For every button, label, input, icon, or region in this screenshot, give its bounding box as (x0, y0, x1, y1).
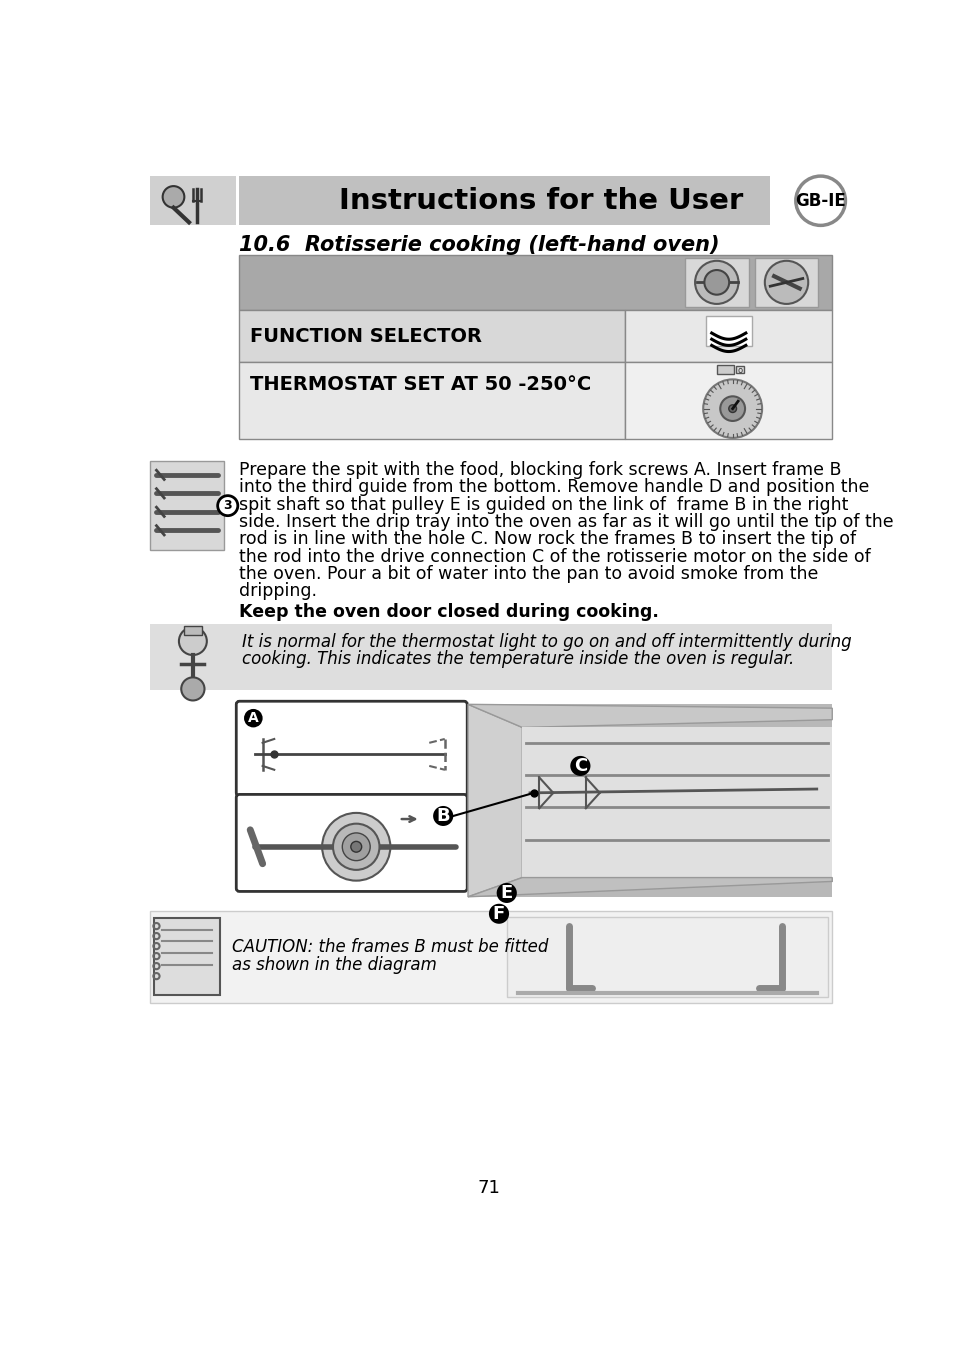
Bar (735, 365, 742, 373)
Polygon shape (468, 704, 521, 896)
Circle shape (764, 261, 807, 304)
Circle shape (217, 496, 237, 515)
Text: It is normal for the thermostat light to go on and off intermittently during: It is normal for the thermostat light to… (241, 634, 850, 652)
Circle shape (795, 176, 844, 226)
Bar (239, 362, 624, 439)
Circle shape (244, 708, 262, 727)
Text: 10.6  Rotisserie cooking (left-hand oven): 10.6 Rotisserie cooking (left-hand oven) (239, 235, 720, 254)
Circle shape (342, 833, 370, 861)
Text: cooking. This indicates the temperature inside the oven is regular.: cooking. This indicates the temperature … (241, 650, 793, 668)
Text: Prepare the spit with the food, blocking fork screws A. Insert frame B: Prepare the spit with the food, blocking… (239, 461, 841, 479)
Text: FUNCTION SELECTOR: FUNCTION SELECTOR (250, 327, 481, 346)
Text: GB-IE: GB-IE (795, 192, 845, 210)
Text: C: C (573, 757, 586, 775)
Text: the rod into the drive connection C of the rotisserie motor on the side of: the rod into the drive connection C of t… (239, 548, 870, 565)
Circle shape (488, 903, 509, 923)
Bar (150, 625, 831, 691)
Bar (624, 310, 831, 362)
Bar (239, 176, 769, 226)
Text: F: F (493, 904, 504, 923)
Text: dripping.: dripping. (239, 583, 317, 600)
Circle shape (322, 813, 390, 880)
Text: as shown in the diagram: as shown in the diagram (232, 956, 436, 973)
Circle shape (433, 806, 453, 826)
Bar (150, 911, 831, 1003)
Bar (506, 917, 827, 996)
Text: E: E (500, 884, 513, 902)
Bar (150, 461, 224, 549)
Circle shape (702, 380, 761, 438)
Text: into the third guide from the bottom. Remove handle D and position the: into the third guide from the bottom. Re… (239, 479, 869, 496)
Bar (717, 365, 734, 375)
Circle shape (570, 756, 590, 776)
Bar (239, 310, 624, 362)
Bar (239, 254, 831, 310)
Text: rod is in line with the hole C. Now rock the frames B to insert the tip of: rod is in line with the hole C. Now rock… (239, 530, 856, 549)
Circle shape (720, 396, 744, 420)
Bar (624, 362, 831, 439)
Circle shape (703, 270, 728, 295)
Polygon shape (468, 704, 831, 727)
Text: o: o (737, 365, 741, 375)
Bar (150, 176, 236, 226)
Bar (150, 625, 235, 691)
Text: the oven. Pour a bit of water into the pan to avoid smoke from the: the oven. Pour a bit of water into the p… (239, 565, 818, 583)
Text: CAUTION: the frames B must be fitted: CAUTION: the frames B must be fitted (232, 938, 547, 956)
Bar (521, 727, 831, 877)
Bar (468, 704, 831, 896)
Text: THERMOSTAT SET AT 50 -250°C: THERMOSTAT SET AT 50 -250°C (250, 375, 591, 393)
Text: Instructions for the User: Instructions for the User (339, 187, 743, 215)
Text: spit shaft so that pulley E is guided on the link of  frame B in the right: spit shaft so that pulley E is guided on… (239, 496, 848, 514)
FancyBboxPatch shape (236, 795, 467, 891)
Bar (705, 316, 751, 346)
Bar (684, 258, 748, 307)
Bar (183, 626, 202, 635)
Circle shape (695, 261, 738, 304)
Bar (154, 918, 220, 995)
Text: 3: 3 (223, 499, 232, 512)
Circle shape (728, 404, 736, 412)
Text: side. Insert the drip tray into the oven as far as it will go until the tip of t: side. Insert the drip tray into the oven… (239, 512, 893, 531)
Text: B: B (436, 807, 450, 825)
FancyBboxPatch shape (236, 702, 467, 796)
Circle shape (333, 823, 379, 869)
Bar (754, 258, 818, 307)
Circle shape (351, 841, 361, 852)
Circle shape (179, 627, 207, 654)
Circle shape (497, 883, 517, 903)
Circle shape (162, 187, 184, 208)
Text: 71: 71 (477, 1179, 499, 1197)
Polygon shape (468, 877, 831, 896)
Circle shape (181, 677, 204, 700)
Text: Keep the oven door closed during cooking.: Keep the oven door closed during cooking… (239, 603, 659, 621)
Text: A: A (248, 711, 258, 725)
